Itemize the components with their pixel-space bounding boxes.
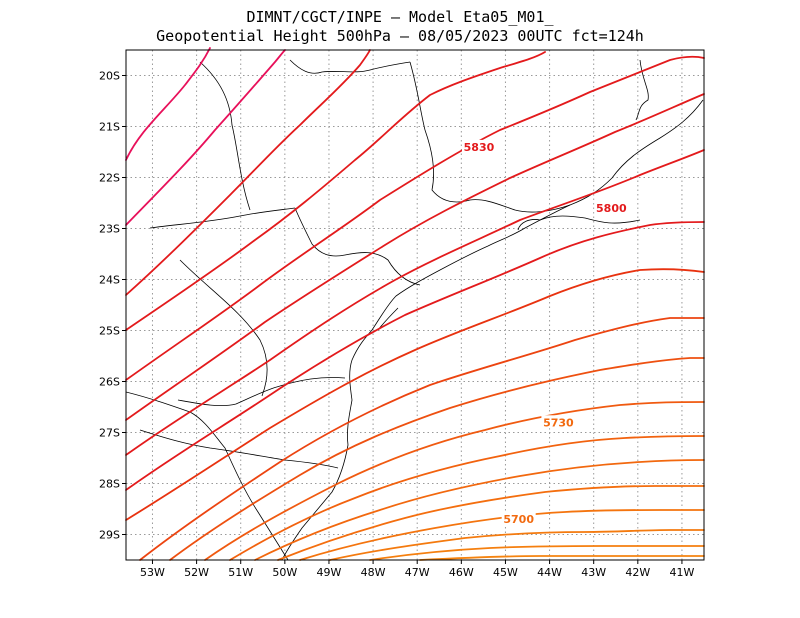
contour-label: 5700 [503, 513, 534, 526]
lon-tick-label: 49W [317, 566, 342, 579]
state-border-pr-sc [177, 377, 346, 407]
height-contour [125, 51, 546, 331]
map-frame [125, 49, 705, 561]
height-contour [329, 529, 705, 561]
map-title-line2: Geopotential Height 500hPa – 08/05/2023 … [156, 27, 644, 45]
state-border-pr-sp [294, 207, 421, 286]
height-contour [125, 49, 371, 296]
height-contour [204, 401, 705, 561]
height-contour [254, 459, 705, 561]
lon-tick-label: 43W [581, 566, 606, 579]
height-contour [125, 49, 286, 226]
country-border [125, 391, 289, 561]
lon-tick-label: 42W [625, 566, 650, 579]
lat-tick-label: 25S [99, 325, 120, 338]
height-contour [139, 317, 705, 561]
lon-tick-label: 44W [537, 566, 562, 579]
lat-tick-label: 20S [99, 70, 120, 83]
lon-tick-label: 53W [140, 566, 165, 579]
lat-tick-label: 29S [99, 529, 120, 542]
lon-tick-label: 50W [272, 566, 297, 579]
state-border-go-ms [289, 59, 411, 74]
height-contour [369, 545, 705, 561]
lat-tick-label: 21S [99, 121, 120, 134]
height-contour [125, 268, 705, 521]
state-border-sp-rj [517, 215, 641, 231]
height-contour [277, 485, 705, 561]
state-border-ms-pr [149, 207, 296, 229]
lat-tick-label: 24S [99, 274, 120, 287]
state-border-sc-rs [139, 429, 339, 469]
height-contour [125, 93, 705, 421]
state-border-mg-es [635, 59, 649, 121]
lat-tick-label: 26S [99, 376, 120, 389]
axis-ticks: 53W 52W 51W 50W 49W 48W 47W 46W 45W 44W 43W 42W 41W 2… [99, 70, 694, 580]
map-title-line1: DIMNT/CGCT/INPE – Model Eta05_M01_ [246, 8, 554, 26]
grid-layer [126, 50, 704, 560]
contour-label-bg [594, 201, 629, 215]
contour-label-bg [461, 139, 496, 153]
lon-tick-label: 41W [670, 566, 695, 579]
contour-label: 5800 [596, 202, 627, 215]
state-border-mg-north [199, 61, 251, 211]
lat-tick-label: 22S [99, 172, 120, 185]
lon-tick-label: 52W [184, 566, 209, 579]
contour-label: 5830 [464, 141, 495, 154]
contour-labels-layer: 5830 5800 5730 5700 [461, 139, 629, 526]
height-contour [229, 435, 705, 561]
height-contour [299, 509, 705, 561]
lon-tick-label: 48W [361, 566, 386, 579]
height-contour [125, 149, 705, 456]
lon-tick-label: 47W [405, 566, 430, 579]
contour-label-bg [541, 415, 576, 429]
lon-tick-label: 45W [493, 566, 518, 579]
height-contour [169, 357, 705, 561]
height-contour [125, 221, 705, 491]
contour-label: 5730 [543, 416, 574, 429]
lat-tick-label: 23S [99, 223, 120, 236]
coastline [281, 99, 704, 561]
river-parana [179, 259, 268, 397]
contours-layer [125, 47, 705, 561]
lat-tick-label: 27S [99, 427, 120, 440]
lat-tick-label: 28S [99, 478, 120, 491]
height-contour [125, 55, 705, 381]
height-contour [419, 555, 705, 561]
contour-label-bg [501, 512, 536, 526]
state-border-sp-mg [409, 61, 571, 213]
lon-tick-label: 46W [449, 566, 474, 579]
height-contour [125, 47, 211, 161]
lon-tick-label: 51W [228, 566, 253, 579]
